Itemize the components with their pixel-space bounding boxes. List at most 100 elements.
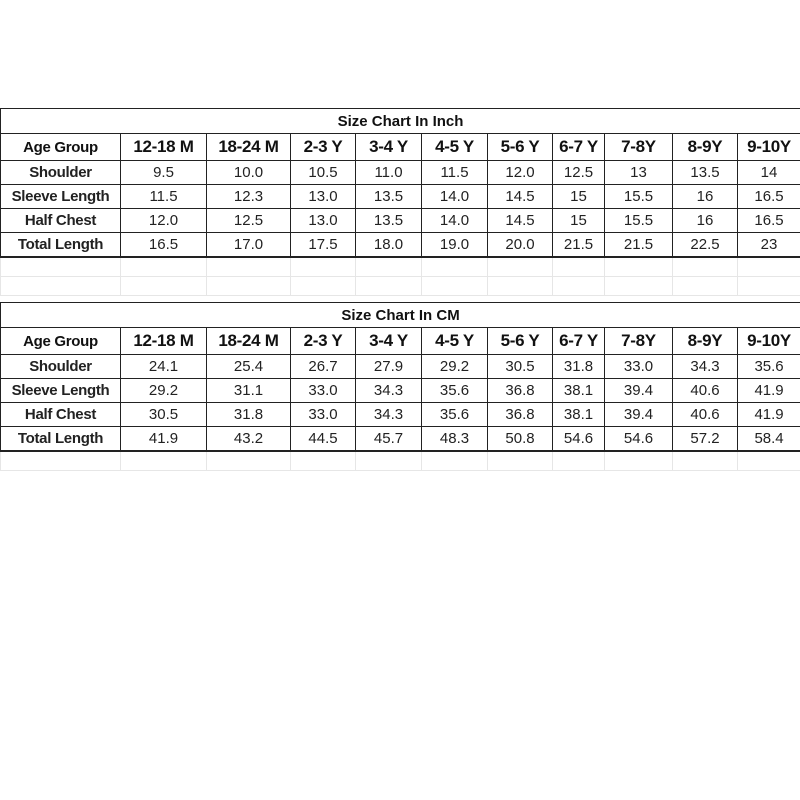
measurement-cell: 13.0: [290, 208, 356, 233]
empty-cell: [120, 450, 207, 471]
measurement-cell: 12.3: [206, 184, 291, 209]
measurement-cell: 30.5: [120, 402, 207, 427]
measurement-cell: 15: [552, 208, 605, 233]
column-header: 18-24 M: [206, 327, 291, 355]
empty-cell: [0, 450, 121, 471]
empty-cell: [487, 256, 553, 277]
table-row: Shoulder 9.5 10.0 10.5 11.0 11.5 12.0 12.5 13 13.…: [0, 160, 800, 185]
table-row: Half Chest 12.0 12.5 13.0 13.5 14.0 14.5 15 15.5…: [0, 208, 800, 233]
measurement-cell: 40.6: [672, 402, 738, 427]
table-row: Sleeve Length 11.5 12.3 13.0 13.5 14.0 14.5 15 1…: [0, 184, 800, 209]
empty-cell: [487, 276, 553, 296]
row-header-label: Age Group: [0, 327, 121, 355]
measurement-cell: 30.5: [487, 354, 553, 379]
measurement-cell: 29.2: [421, 354, 488, 379]
empty-cell: [0, 256, 121, 277]
column-header: 4-5 Y: [421, 133, 488, 161]
measurement-cell: 57.2: [672, 426, 738, 452]
measurement-cell: 11.5: [120, 184, 207, 209]
measurement-cell: 31.8: [552, 354, 605, 379]
measurement-label: Half Chest: [0, 208, 121, 233]
measurement-cell: 44.5: [290, 426, 356, 452]
table-title: Size Chart In Inch: [0, 108, 800, 134]
empty-cell: [206, 450, 291, 471]
empty-cell: [604, 276, 673, 296]
measurement-cell: 54.6: [552, 426, 605, 452]
measurement-cell: 14: [736, 160, 800, 185]
measurement-cell: 12.0: [120, 208, 207, 233]
empty-cell: [552, 276, 605, 296]
empty-row: [0, 450, 800, 471]
size-chart-inch: Size Chart In Inch Age Group 12-18 M 18-24 …: [0, 108, 800, 296]
measurement-cell: 10.5: [290, 160, 356, 185]
measurement-cell: 39.4: [604, 378, 673, 403]
measurement-cell: 17.5: [290, 232, 356, 258]
measurement-cell: 13.5: [355, 184, 422, 209]
column-header: 9-10Y: [736, 133, 800, 161]
measurement-cell: 34.3: [355, 402, 422, 427]
measurement-cell: 35.6: [421, 402, 488, 427]
measurement-cell: 43.2: [206, 426, 291, 452]
measurement-cell: 16: [672, 184, 738, 209]
measurement-cell: 41.9: [736, 378, 800, 403]
empty-cell: [290, 276, 356, 296]
column-header: 3-4 Y: [355, 327, 422, 355]
measurement-cell: 13.5: [672, 160, 738, 185]
measurement-label: Shoulder: [0, 160, 121, 185]
measurement-cell: 50.8: [487, 426, 553, 452]
measurement-cell: 15: [552, 184, 605, 209]
measurement-cell: 54.6: [604, 426, 673, 452]
table-row: Half Chest 30.5 31.8 33.0 34.3 35.6 36.8 38.1 39…: [0, 402, 800, 427]
column-header: 6-7 Y: [552, 133, 605, 161]
empty-cell: [672, 276, 738, 296]
size-table: Size Chart In Inch Age Group 12-18 M 18-24 …: [0, 108, 800, 296]
table-row: Shoulder 24.1 25.4 26.7 27.9 29.2 30.5 31.8 33.0…: [0, 354, 800, 379]
column-header: 9-10Y: [736, 327, 800, 355]
measurement-cell: 31.1: [206, 378, 291, 403]
measurement-cell: 16.5: [736, 184, 800, 209]
measurement-cell: 31.8: [206, 402, 291, 427]
measurement-cell: 35.6: [736, 354, 800, 379]
empty-cell: [736, 256, 800, 277]
measurement-cell: 38.1: [552, 378, 605, 403]
header-row: Age Group 12-18 M 18-24 M 2-3 Y 3-4 Y 4-5 Y 5-…: [0, 133, 800, 161]
measurement-cell: 12.5: [206, 208, 291, 233]
measurement-cell: 58.4: [736, 426, 800, 452]
table-row: Total Length 16.5 17.0 17.5 18.0 19.0 20.0 21.5…: [0, 232, 800, 258]
column-header: 7-8Y: [604, 133, 673, 161]
empty-cell: [672, 256, 738, 277]
measurement-cell: 34.3: [672, 354, 738, 379]
column-header: 8-9Y: [672, 327, 738, 355]
column-header: 8-9Y: [672, 133, 738, 161]
measurement-label: Total Length: [0, 426, 121, 452]
empty-cell: [355, 450, 422, 471]
measurement-cell: 23: [736, 232, 800, 258]
measurement-cell: 16.5: [736, 208, 800, 233]
measurement-cell: 26.7: [290, 354, 356, 379]
measurement-cell: 13.5: [355, 208, 422, 233]
column-header: 5-6 Y: [487, 133, 553, 161]
empty-cell: [736, 450, 800, 471]
measurement-cell: 13.0: [290, 184, 356, 209]
measurement-label: Sleeve Length: [0, 378, 121, 403]
empty-cell: [355, 276, 422, 296]
empty-cell: [206, 276, 291, 296]
empty-cell: [0, 276, 121, 296]
measurement-cell: 9.5: [120, 160, 207, 185]
empty-cell: [290, 256, 356, 277]
measurement-cell: 41.9: [736, 402, 800, 427]
measurement-cell: 18.0: [355, 232, 422, 258]
measurement-cell: 22.5: [672, 232, 738, 258]
column-header: 12-18 M: [120, 133, 207, 161]
measurement-cell: 10.0: [206, 160, 291, 185]
measurement-cell: 12.5: [552, 160, 605, 185]
measurement-cell: 13: [604, 160, 673, 185]
empty-cell: [120, 256, 207, 277]
column-header: 2-3 Y: [290, 133, 356, 161]
measurement-cell: 14.5: [487, 208, 553, 233]
measurement-label: Sleeve Length: [0, 184, 121, 209]
measurement-cell: 11.0: [355, 160, 422, 185]
measurement-cell: 45.7: [355, 426, 422, 452]
